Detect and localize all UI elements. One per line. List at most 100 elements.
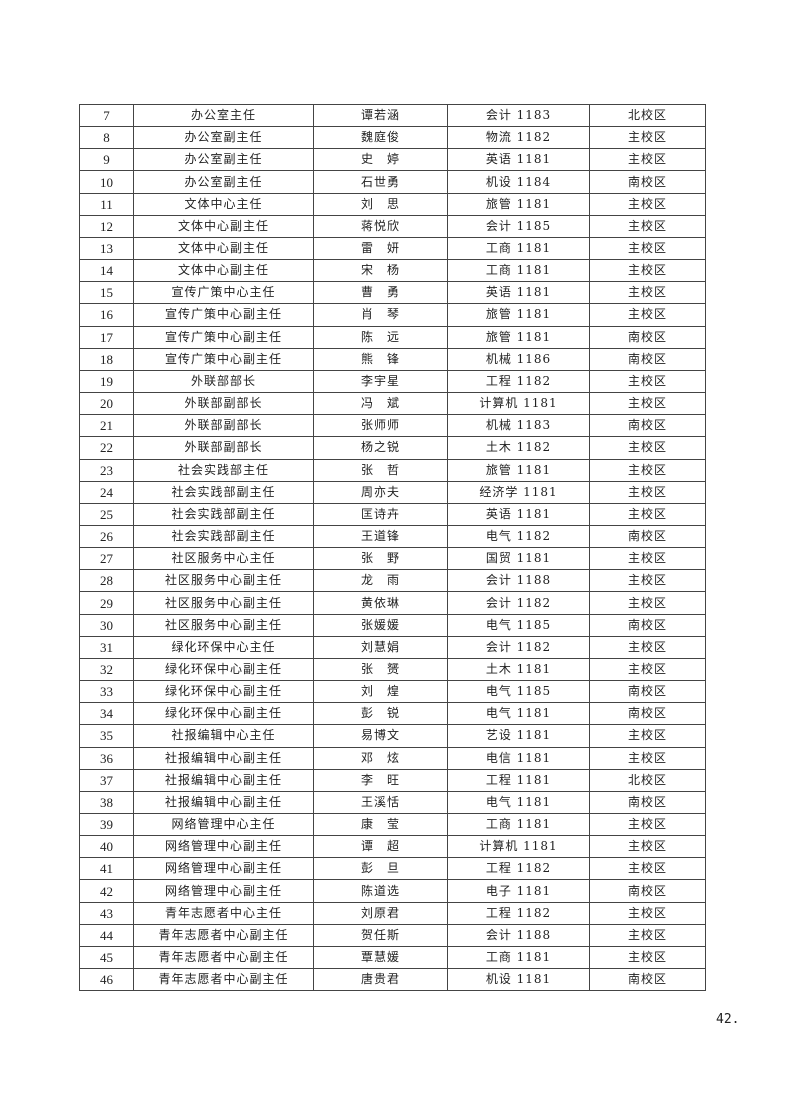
cell-position: 文体中心副主任 [133,259,314,283]
cell-name: 覃慧媛 [313,945,448,970]
cell-position: 绿化环保中心主任 [133,635,314,659]
cell-position: 绿化环保中心副主任 [133,702,314,726]
cell-position: 宣传广策中心副主任 [133,325,314,349]
cell-class: 电气 1185 [447,680,590,704]
cell-position: 网络管理中心副主任 [133,857,314,881]
table-row: 42 网络管理中心副主任 陈道选 电子 1181 南校区 [79,879,706,903]
cell-row-number: 39 [79,812,134,837]
cell-class: 会计 1188 [447,923,590,947]
cell-position: 外联部副部长 [133,436,314,460]
cell-position: 社区服务中心副主任 [133,613,314,637]
cell-campus: 南校区 [589,968,706,992]
cell-name: 雷 妍 [313,236,448,261]
cell-row-number: 44 [79,923,134,947]
cell-campus: 南校区 [589,325,706,349]
cell-class: 工程 1182 [447,857,590,881]
cell-class: 工程 1181 [447,768,590,792]
cell-name: 邓 炫 [313,746,448,770]
cell-class: 计算机 1181 [447,835,590,859]
cell-class: 工商 1181 [447,945,590,970]
cell-class: 会计 1183 [447,103,590,128]
table-row: 14 文体中心副主任宋 杨工商 1181 主校区 [79,259,706,283]
cell-row-number: 30 [79,613,134,637]
cell-class: 电气 1181 [447,702,590,726]
cell-position: 文体中心副主任 [133,214,314,238]
cell-campus: 主校区 [589,214,706,238]
cell-position: 外联部部长 [133,369,314,394]
cell-name: 张 哲 [313,458,448,482]
cell-campus: 主校区 [589,923,706,947]
cell-row-number: 42 [79,879,134,903]
cell-campus: 主校区 [589,281,706,305]
cell-campus: 南校区 [589,790,706,815]
cell-name: 刘慧娟 [313,635,448,659]
cell-row-number: 33 [79,680,134,704]
cell-row-number: 32 [79,657,134,682]
cell-row-number: 41 [79,857,134,881]
cell-campus: 主校区 [589,945,706,970]
cell-name: 黄依琳 [313,591,448,615]
cell-row-number: 46 [79,968,134,992]
cell-row-number: 12 [79,214,134,238]
cell-class: 会计 1185 [447,214,590,238]
cell-position: 社区服务中心副主任 [133,569,314,593]
cell-name: 贺任斯 [313,923,448,947]
cell-class: 电子 1181 [447,879,590,903]
cell-name: 陈道选 [313,879,448,903]
cell-campus: 主校区 [589,724,706,748]
cell-position: 网络管理中心主任 [133,812,314,837]
table-row: 34 绿化环保中心副主任彭 锐电气 1181 南校区 [79,702,706,726]
cell-row-number: 34 [79,702,134,726]
cell-position: 社报编辑中心副主任 [133,746,314,770]
cell-campus: 主校区 [589,392,706,416]
table-row: 9 办公室副主任史 婷英语 1181 主校区 [79,148,706,172]
cell-position: 办公室副主任 [133,126,314,150]
cell-campus: 主校区 [589,148,706,172]
cell-class: 旅管 1181 [447,192,590,216]
table-row: 12 文体中心副主任 蒋悦欣 会计 1185 主校区 [79,214,706,238]
cell-name: 康 莹 [313,812,448,837]
cell-row-number: 9 [79,148,134,172]
cell-name: 张师师 [313,414,448,438]
table-row: 11 文体中心主任刘 思旅管 1181 主校区 [79,192,706,216]
cell-name: 刘 煌 [313,680,448,704]
cell-position: 青年志愿者中心副主任 [133,968,314,992]
table-row: 17 宣传广策中心副主任陈 远旅管 1181 南校区 [79,325,706,349]
cell-class: 土木 1182 [447,436,590,460]
cell-campus: 北校区 [589,768,706,792]
cell-row-number: 17 [79,325,134,349]
cell-campus: 主校区 [589,436,706,460]
cell-row-number: 25 [79,502,134,526]
table-row: 15 宣传广策中心主任曹 勇英语 1181 主校区 [79,281,706,305]
cell-row-number: 7 [79,103,134,128]
cell-row-number: 16 [79,303,134,327]
cell-row-number: 21 [79,414,134,438]
cell-class: 英语 1181 [447,148,590,172]
cell-position: 宣传广策中心主任 [133,281,314,305]
table-row: 7 办公室主任 谭若涵 会计 1183 北校区 [79,103,706,128]
cell-name: 宋 杨 [313,259,448,283]
table-row: 44 青年志愿者中心副主任 贺任斯 会计 1188 主校区 [79,923,706,947]
table-row: 32 绿化环保中心副主任张 赟土木 1181 主校区 [79,657,706,682]
table-row: 38 社报编辑中心副主任 王溪恬 电气 1181 南校区 [79,790,706,815]
cell-class: 计算机 1181 [447,392,590,416]
cell-campus: 主校区 [589,303,706,327]
cell-row-number: 40 [79,835,134,859]
cell-class: 机械 1183 [447,414,590,438]
table-row: 43 青年志愿者中心主任 刘原君 工程 1182 主校区 [79,901,706,925]
cell-class: 工商 1181 [447,259,590,283]
cell-class: 旅管 1181 [447,325,590,349]
cell-position: 宣传广策中心副主任 [133,303,314,327]
cell-class: 英语 1181 [447,281,590,305]
cell-position: 网络管理中心副主任 [133,879,314,903]
cell-campus: 主校区 [589,569,706,593]
cell-name: 王道锋 [313,524,448,549]
cell-row-number: 22 [79,436,134,460]
cell-position: 社报编辑中心副主任 [133,768,314,792]
cell-class: 电气 1185 [447,613,590,637]
table-row: 10 办公室副主任 石世勇 机设 1184 南校区 [79,170,706,194]
cell-name: 唐贵君 [313,968,448,992]
table-row: 26 社会实践部副主任 王道锋 电气 1182 南校区 [79,524,706,549]
cell-campus: 北校区 [589,103,706,128]
cell-campus: 南校区 [589,702,706,726]
